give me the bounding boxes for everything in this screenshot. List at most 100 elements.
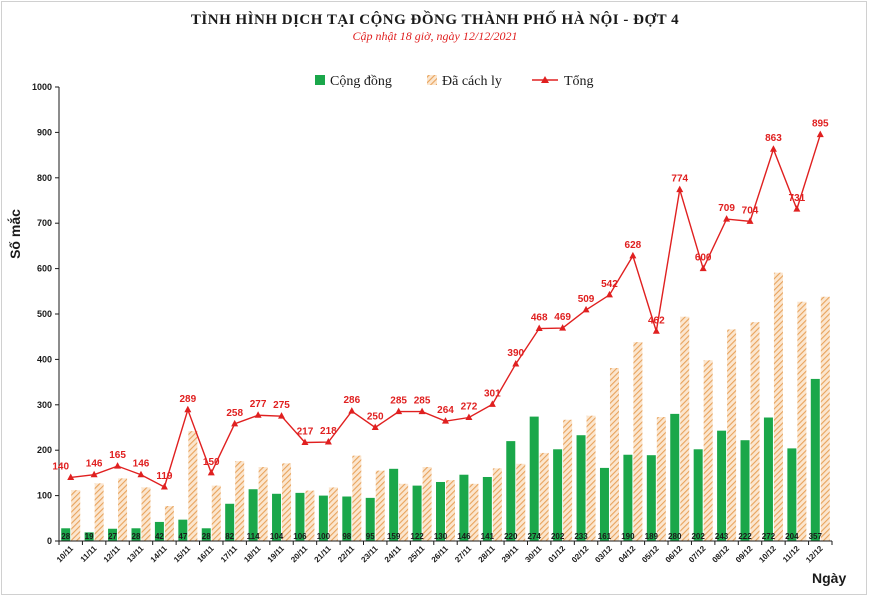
bar-community-label: 28 xyxy=(132,532,141,541)
legend-swatch-community xyxy=(315,75,325,85)
total-point xyxy=(184,405,192,413)
bar-quarantined xyxy=(211,485,221,541)
x-tick-label: 25/11 xyxy=(406,544,427,565)
total-value-label: 301 xyxy=(484,388,501,399)
bar-community-label: 202 xyxy=(691,532,705,541)
bar-quarantined xyxy=(820,296,830,541)
bar-community xyxy=(154,521,164,541)
bar-community xyxy=(61,528,71,541)
total-value-label: 140 xyxy=(52,461,69,472)
bar-quarantined xyxy=(563,419,573,541)
bar-community xyxy=(670,413,680,541)
total-value-label: 119 xyxy=(156,471,173,482)
total-value-label: 774 xyxy=(671,174,688,185)
total-value-label: 509 xyxy=(578,294,595,305)
x-tick-label: 30/11 xyxy=(523,544,544,565)
total-point xyxy=(90,470,98,478)
x-tick-label: 13/11 xyxy=(125,544,146,565)
bar-community-label: 274 xyxy=(528,532,542,541)
total-point xyxy=(207,468,215,476)
x-tick-label: 16/11 xyxy=(195,544,216,565)
bar-community-label: 220 xyxy=(504,532,518,541)
total-point xyxy=(371,423,379,430)
bar-quarantined xyxy=(118,478,128,541)
bar-community xyxy=(459,474,469,541)
total-value-label: 895 xyxy=(812,119,829,130)
total-value-label: 289 xyxy=(179,394,196,405)
bar-quarantined xyxy=(633,342,643,541)
bar-community-label: 159 xyxy=(387,532,401,541)
total-point xyxy=(746,217,754,224)
total-point xyxy=(816,130,824,138)
x-tick-label: 15/11 xyxy=(172,544,193,565)
x-tick-label: 10/12 xyxy=(757,544,778,565)
total-value-label: 275 xyxy=(273,400,290,411)
total-point xyxy=(395,407,403,415)
total-point xyxy=(254,411,262,418)
bar-community xyxy=(623,454,633,541)
total-point xyxy=(723,215,731,222)
total-line: 140 146 165 146 119 289 150 258 277 275 217 218 286 2… xyxy=(52,119,829,490)
x-tick-label: 05/12 xyxy=(640,544,661,565)
x-tick-label: 22/11 xyxy=(336,544,357,565)
bar-community xyxy=(365,497,375,541)
x-tick-label: 03/12 xyxy=(593,544,614,565)
bar-community xyxy=(717,430,727,541)
total-value-label: 704 xyxy=(742,205,759,216)
legend-swatch-quarantined xyxy=(427,75,437,85)
bar-community-label: 280 xyxy=(668,532,682,541)
total-point xyxy=(676,185,684,193)
legend-label-total: Tổng xyxy=(564,74,594,89)
x-tick-label: 27/11 xyxy=(453,544,474,565)
total-point xyxy=(418,407,426,415)
total-value-label: 217 xyxy=(297,426,314,437)
bar-quarantined xyxy=(703,360,713,541)
x-axis-label: Ngày xyxy=(812,570,846,586)
bar-community-label: 122 xyxy=(410,532,424,541)
total-value-label: 277 xyxy=(250,399,267,410)
total-point xyxy=(137,470,145,478)
total-value-label: 542 xyxy=(601,279,618,290)
bar-community-label: 204 xyxy=(785,532,799,541)
bar-quarantined xyxy=(797,301,807,541)
y-tick-label: 500 xyxy=(37,309,52,319)
bar-community-label: 28 xyxy=(61,532,70,541)
bar-quarantined xyxy=(516,463,526,541)
legend-marker-total xyxy=(541,76,549,83)
bar-community xyxy=(84,532,94,541)
bar-community xyxy=(178,519,188,541)
total-value-label: 285 xyxy=(390,396,407,407)
total-point xyxy=(629,251,637,259)
y-tick-label: 100 xyxy=(37,491,52,501)
total-value-label: 468 xyxy=(531,313,548,324)
y-tick-label: 400 xyxy=(37,354,52,364)
total-value-label: 285 xyxy=(414,396,431,407)
bar-quarantined xyxy=(680,316,690,541)
total-point xyxy=(465,413,473,421)
bar-community xyxy=(763,417,773,541)
total-value-label: 258 xyxy=(226,408,243,419)
bar-community-label: 146 xyxy=(457,532,471,541)
total-point xyxy=(535,324,543,332)
bar-quarantined xyxy=(539,452,549,541)
y-tick-label: 0 xyxy=(47,536,52,546)
legend-label-quarantined: Đã cách ly xyxy=(442,74,502,89)
bar-quarantined xyxy=(492,468,502,541)
total-value-label: 469 xyxy=(554,312,571,323)
total-point xyxy=(582,305,590,313)
x-tick-label: 18/11 xyxy=(242,544,263,565)
bar-community-label: 233 xyxy=(574,532,588,541)
total-value-label: 628 xyxy=(625,240,642,251)
bar-quarantined xyxy=(375,470,385,541)
bar-quarantined xyxy=(94,483,104,541)
y-tick-label: 800 xyxy=(37,173,52,183)
total-point xyxy=(488,400,496,407)
total-point xyxy=(769,145,777,152)
total-point xyxy=(793,205,801,212)
bar-community xyxy=(248,489,258,541)
bar-quarantined xyxy=(586,415,596,541)
x-tick-label: 11/12 xyxy=(781,544,802,565)
total-value-label: 709 xyxy=(718,203,735,214)
y-tick-label: 900 xyxy=(37,127,52,137)
